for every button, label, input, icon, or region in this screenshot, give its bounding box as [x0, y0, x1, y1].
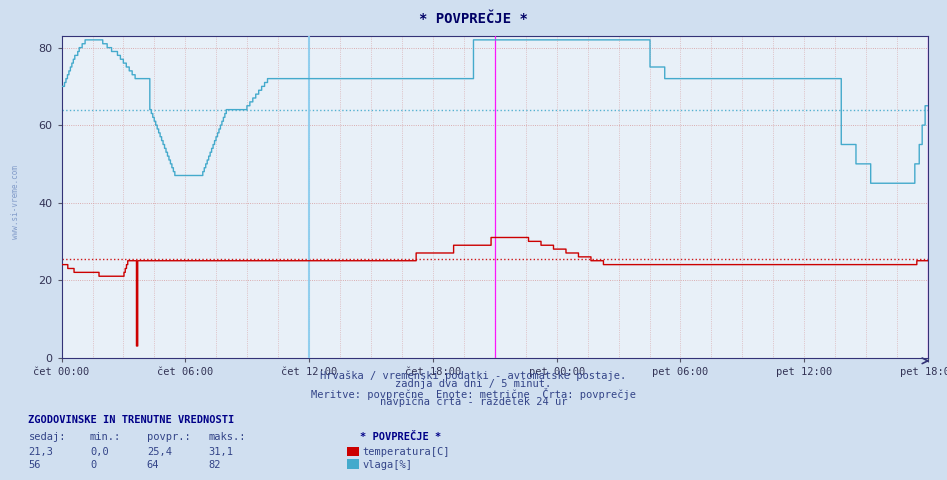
Text: 56: 56: [28, 460, 41, 470]
Text: 0,0: 0,0: [90, 447, 109, 457]
Text: 25,4: 25,4: [147, 447, 171, 457]
Text: Hrvaška / vremenski podatki - avtomatske postaje.: Hrvaška / vremenski podatki - avtomatske…: [320, 371, 627, 381]
Text: vlaga[%]: vlaga[%]: [363, 460, 413, 470]
Text: 82: 82: [208, 460, 221, 470]
Text: * POVPREČJE *: * POVPREČJE *: [360, 432, 441, 442]
Text: sedaj:: sedaj:: [28, 432, 66, 442]
Text: povpr.:: povpr.:: [147, 432, 190, 442]
Text: navpična črta - razdelek 24 ur: navpična črta - razdelek 24 ur: [380, 396, 567, 407]
Text: 31,1: 31,1: [208, 447, 233, 457]
Text: * POVPREČJE *: * POVPREČJE *: [420, 12, 527, 26]
Text: Meritve: povprečne  Enote: metrične  Črta: povprečje: Meritve: povprečne Enote: metrične Črta:…: [311, 388, 636, 400]
Text: 64: 64: [147, 460, 159, 470]
Text: zadnja dva dni / 5 minut.: zadnja dva dni / 5 minut.: [396, 379, 551, 389]
Text: ZGODOVINSKE IN TRENUTNE VREDNOSTI: ZGODOVINSKE IN TRENUTNE VREDNOSTI: [28, 415, 235, 425]
Text: 0: 0: [90, 460, 97, 470]
Text: min.:: min.:: [90, 432, 121, 442]
Text: 21,3: 21,3: [28, 447, 53, 457]
Text: maks.:: maks.:: [208, 432, 246, 442]
Text: www.si-vreme.com: www.si-vreme.com: [11, 165, 21, 239]
Text: temperatura[C]: temperatura[C]: [363, 447, 450, 457]
